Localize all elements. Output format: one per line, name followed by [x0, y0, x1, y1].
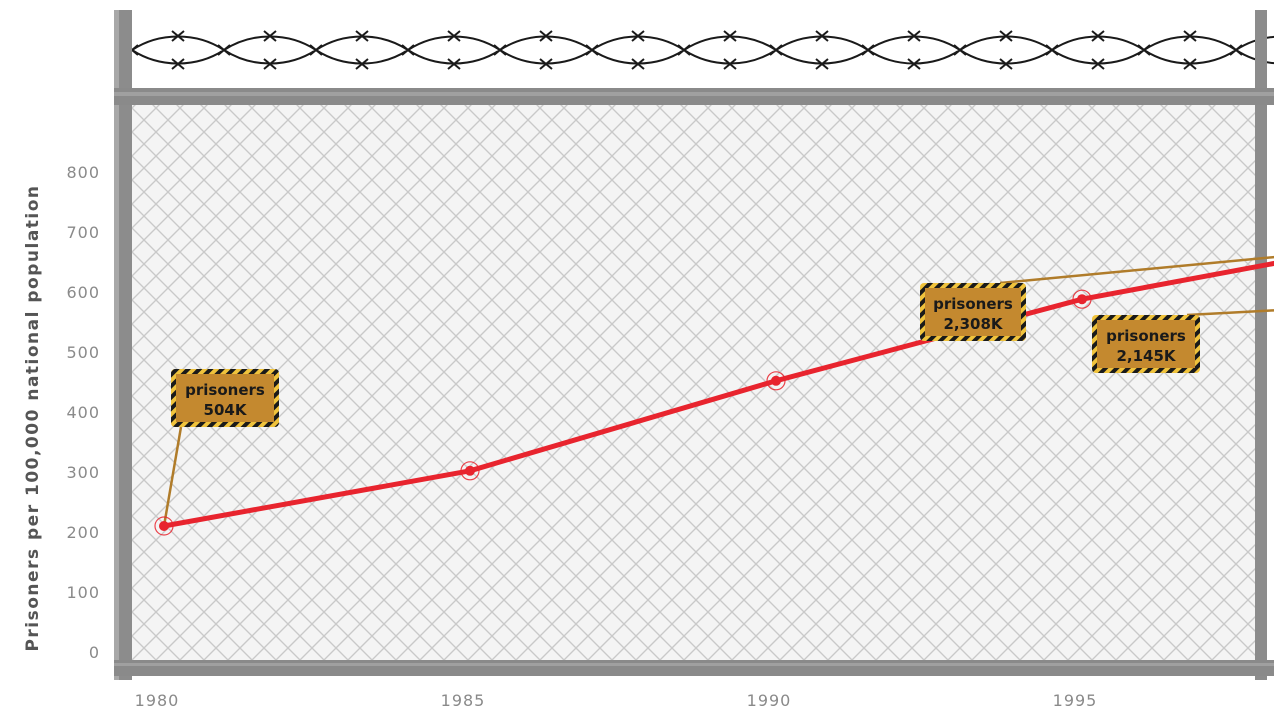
barb-icon: [1045, 44, 1059, 56]
data-point-ring: [154, 516, 174, 536]
y-tick-label: 200: [66, 523, 100, 542]
callout-leader-line: [999, 255, 1274, 285]
barb-icon: [999, 58, 1013, 70]
fence-background: [114, 10, 1274, 680]
y-tick-label: 0: [89, 643, 100, 662]
y-tick-label: 700: [66, 223, 100, 242]
barb-icon: [493, 44, 507, 56]
data-point: [465, 465, 475, 476]
barb-icon: [585, 44, 599, 56]
y-axis-ticks: 0 100 200 300 400 500 600 700 800: [66, 163, 100, 662]
barb-icon: [1183, 30, 1197, 42]
barb-icon: [1183, 58, 1197, 70]
callout-value: 504K: [204, 401, 248, 419]
callout-title: prisoners: [1106, 327, 1186, 345]
barb-icon: [723, 58, 737, 70]
x-axis-ticks: 19801985199019952000200520102015: [135, 691, 1098, 710]
data-point: [771, 375, 781, 386]
callout-value: 2,308K: [943, 315, 1003, 333]
callout-title: prisoners: [185, 381, 265, 399]
barb-icon: [263, 58, 277, 70]
barb-icon: [631, 30, 645, 42]
y-tick-label: 100: [66, 583, 100, 602]
barb-icon: [723, 30, 737, 42]
top-fence-rail: [114, 88, 1274, 105]
barb-icon: [953, 44, 967, 56]
data-points: [154, 289, 1092, 536]
bottom-fence-rail-highlight: [114, 663, 1274, 666]
barb-icon: [907, 30, 921, 42]
barb-icon: [171, 58, 185, 70]
barbed-wire-barbs: [125, 30, 1243, 70]
callout-value: 2,145K: [1116, 347, 1176, 365]
barb-icon: [1137, 44, 1151, 56]
barb-icon: [907, 58, 921, 70]
barb-icon: [355, 30, 369, 42]
barb-icon: [539, 30, 553, 42]
callout-title: prisoners: [933, 295, 1013, 313]
y-tick-label: 800: [66, 163, 100, 182]
barb-icon: [355, 58, 369, 70]
y-tick-label: 500: [66, 343, 100, 362]
x-tick-label: 1990: [747, 691, 792, 710]
right-fence-post: [1255, 10, 1267, 680]
left-fence-post-highlight: [114, 10, 119, 680]
data-point: [159, 521, 169, 531]
chain-link-mesh: [132, 105, 1264, 660]
top-fence-rail-highlight: [114, 92, 1274, 96]
barb-icon: [539, 58, 553, 70]
y-tick-label: 300: [66, 463, 100, 482]
barb-icon: [447, 58, 461, 70]
x-tick-label: 1985: [441, 691, 486, 710]
barb-icon: [447, 30, 461, 42]
callout-box: [1097, 320, 1195, 368]
barb-icon: [815, 30, 829, 42]
data-point-ring: [460, 461, 480, 481]
callout-box: [176, 374, 274, 422]
barb-icon: [1229, 44, 1243, 56]
barb-icon: [769, 44, 783, 56]
barb-icon: [815, 58, 829, 70]
barb-icon: [263, 30, 277, 42]
callout-leader-line: [162, 426, 183, 527]
callout-leader-lines: [162, 255, 1274, 527]
y-tick-label: 600: [66, 283, 100, 302]
barb-icon: [677, 44, 691, 56]
callout-box: [925, 288, 1021, 336]
barb-icon: [217, 44, 231, 56]
barb-icon: [1091, 30, 1105, 42]
y-tick-label: 400: [66, 403, 100, 422]
barb-icon: [401, 44, 415, 56]
barb-icon: [861, 44, 875, 56]
x-tick-label: 1995: [1053, 691, 1098, 710]
data-point-ring: [1072, 289, 1092, 309]
y-axis-label: Prisoners per 100,000 national populatio…: [23, 184, 43, 651]
x-tick-label: 1980: [135, 691, 180, 710]
bottom-fence-rail: [114, 660, 1274, 676]
barb-icon: [631, 58, 645, 70]
data-point: [1077, 294, 1087, 305]
barb-icon: [999, 30, 1013, 42]
barb-icon: [171, 30, 185, 42]
data-point-ring: [766, 371, 786, 391]
barb-icon: [309, 44, 323, 56]
callouts: prisoners 504K prisoners 2,308K prisoners 2,1…: [171, 283, 1200, 427]
barb-icon: [1091, 58, 1105, 70]
